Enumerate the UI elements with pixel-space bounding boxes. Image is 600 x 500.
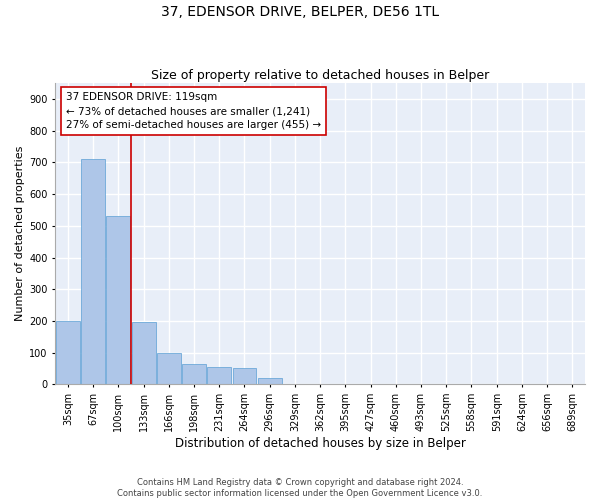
Bar <box>131 322 155 384</box>
Bar <box>182 364 206 384</box>
Bar <box>81 159 105 384</box>
Text: 37, EDENSOR DRIVE, BELPER, DE56 1TL: 37, EDENSOR DRIVE, BELPER, DE56 1TL <box>161 5 439 19</box>
Text: Contains HM Land Registry data © Crown copyright and database right 2024.
Contai: Contains HM Land Registry data © Crown c… <box>118 478 482 498</box>
X-axis label: Distribution of detached houses by size in Belper: Distribution of detached houses by size … <box>175 437 466 450</box>
Text: 37 EDENSOR DRIVE: 119sqm
← 73% of detached houses are smaller (1,241)
27% of sem: 37 EDENSOR DRIVE: 119sqm ← 73% of detach… <box>66 92 321 130</box>
Bar <box>207 367 231 384</box>
Bar <box>56 321 80 384</box>
Y-axis label: Number of detached properties: Number of detached properties <box>15 146 25 322</box>
Bar <box>106 216 130 384</box>
Bar <box>233 368 256 384</box>
Title: Size of property relative to detached houses in Belper: Size of property relative to detached ho… <box>151 69 489 82</box>
Bar <box>157 352 181 384</box>
Bar <box>258 378 281 384</box>
